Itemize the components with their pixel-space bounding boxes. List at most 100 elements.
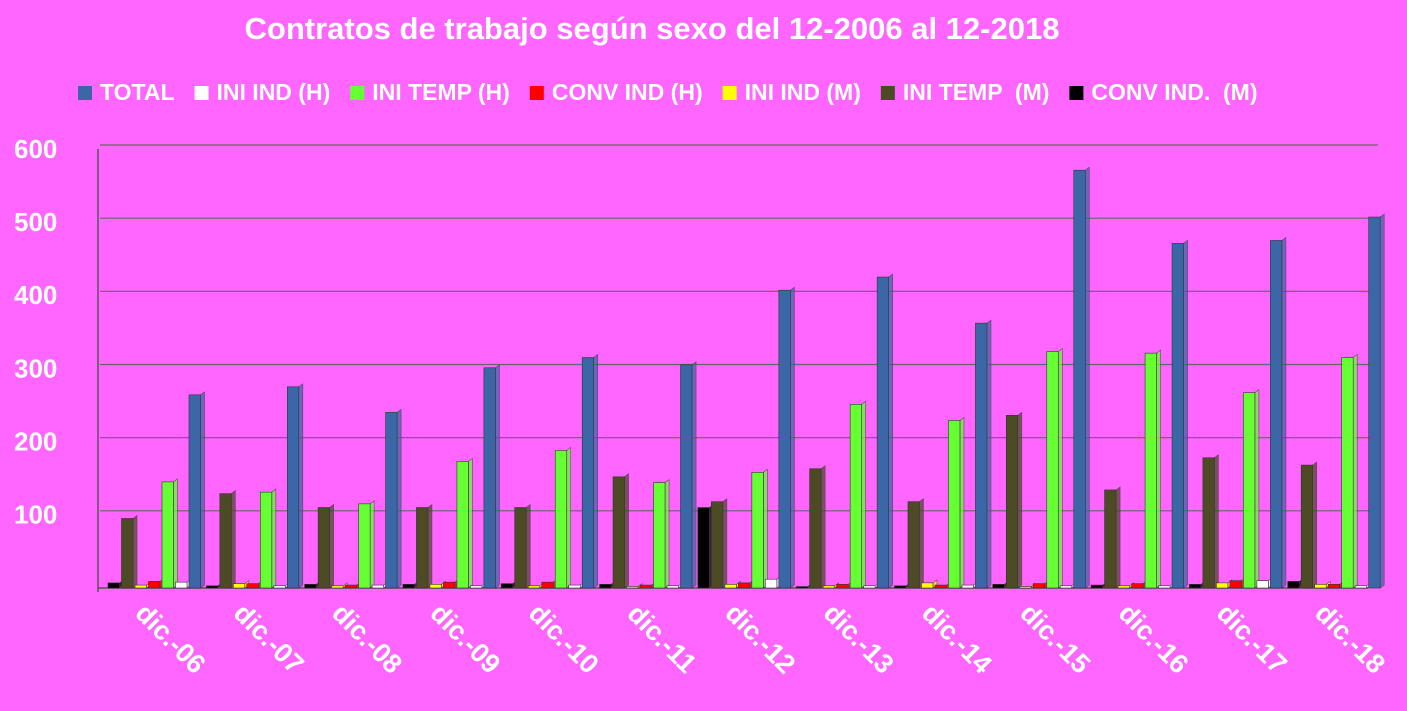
bar	[344, 584, 357, 589]
bar	[849, 404, 862, 589]
bar-depth	[1084, 166, 1090, 589]
bar	[1202, 457, 1215, 589]
bar-depth	[820, 465, 826, 589]
bar-depth	[468, 457, 473, 589]
chart-title: Contratos de trabajo según sexo del 12-2…	[245, 11, 1060, 46]
bar-depth	[624, 473, 629, 589]
bar	[161, 481, 174, 589]
bar	[711, 501, 724, 589]
bar-depth	[1281, 236, 1287, 589]
bar	[416, 507, 429, 589]
bar-depth	[132, 514, 138, 589]
bar	[795, 586, 808, 589]
legend-swatch	[194, 86, 209, 100]
bar	[934, 584, 947, 589]
bar-depth	[986, 319, 992, 589]
bar	[697, 507, 710, 589]
bar	[1189, 584, 1202, 589]
bar-depth	[298, 383, 304, 589]
bar	[1117, 585, 1130, 589]
bar-depth	[525, 503, 531, 589]
bar	[1090, 584, 1103, 589]
bar	[948, 420, 961, 589]
bar	[961, 584, 974, 589]
bar	[304, 584, 317, 589]
bar	[1171, 243, 1184, 589]
bar	[107, 582, 120, 589]
legend-label: CONV IND (H)	[552, 79, 703, 105]
bar	[206, 585, 219, 589]
legend-label: INI IND (H)	[217, 79, 331, 105]
bar	[317, 507, 330, 589]
y-tick-label: 600	[14, 134, 57, 164]
bar	[992, 584, 1005, 589]
bar-depth	[1156, 349, 1161, 589]
bar-depth	[427, 503, 433, 589]
bar	[1216, 582, 1229, 589]
bar	[1270, 240, 1283, 589]
bar-depth	[722, 498, 728, 589]
bar	[907, 501, 920, 589]
bar-depth	[959, 416, 965, 589]
bar	[639, 584, 652, 589]
bar	[402, 584, 415, 589]
bar	[470, 585, 483, 589]
bar	[175, 581, 188, 589]
bar	[148, 581, 161, 589]
bar	[273, 585, 286, 589]
y-tick-label: 200	[14, 427, 57, 457]
bar	[1059, 585, 1073, 589]
y-tick-label: 300	[14, 353, 57, 383]
bar	[260, 491, 273, 589]
bar	[1046, 351, 1059, 589]
bar	[385, 412, 398, 589]
bar-depth	[861, 400, 866, 589]
bar	[358, 503, 371, 589]
bar	[514, 507, 527, 589]
bar-depth	[790, 286, 795, 589]
bar	[1314, 584, 1327, 589]
bar	[1073, 169, 1086, 589]
bar	[738, 582, 751, 589]
bar-depth	[566, 446, 572, 589]
legend-swatch	[78, 86, 92, 100]
bar	[1256, 580, 1269, 589]
bar	[371, 584, 384, 589]
bar	[246, 583, 259, 589]
legend-swatch	[350, 86, 365, 100]
bar	[1368, 216, 1381, 589]
bar	[836, 584, 849, 589]
legend-swatch	[880, 86, 895, 100]
bar-depth	[691, 361, 697, 589]
bar	[876, 276, 889, 589]
bar	[1354, 585, 1367, 589]
bar-depth	[1352, 353, 1358, 589]
bar-depth	[1057, 348, 1063, 589]
bar	[1229, 580, 1242, 589]
bar	[653, 482, 666, 589]
bar	[1131, 583, 1144, 589]
bar	[765, 578, 778, 589]
legend-swatch	[529, 86, 544, 100]
bar-depth	[1115, 486, 1121, 589]
bar	[331, 585, 344, 589]
bar	[429, 584, 442, 589]
bar-depth	[173, 478, 178, 589]
bar	[188, 394, 201, 589]
bar	[1341, 357, 1354, 589]
bar	[724, 584, 737, 589]
bar	[1019, 586, 1032, 589]
bar-depth	[763, 468, 768, 589]
bar	[751, 472, 764, 589]
bar-depth	[369, 500, 375, 589]
bar	[1300, 464, 1313, 589]
bar	[1032, 583, 1046, 589]
bar	[121, 518, 134, 589]
bar	[822, 585, 835, 589]
bar-depth	[1379, 213, 1385, 589]
bar-depth	[888, 273, 893, 589]
legend-swatch	[1069, 86, 1084, 100]
legend-swatch	[722, 86, 737, 100]
bar	[680, 364, 693, 589]
